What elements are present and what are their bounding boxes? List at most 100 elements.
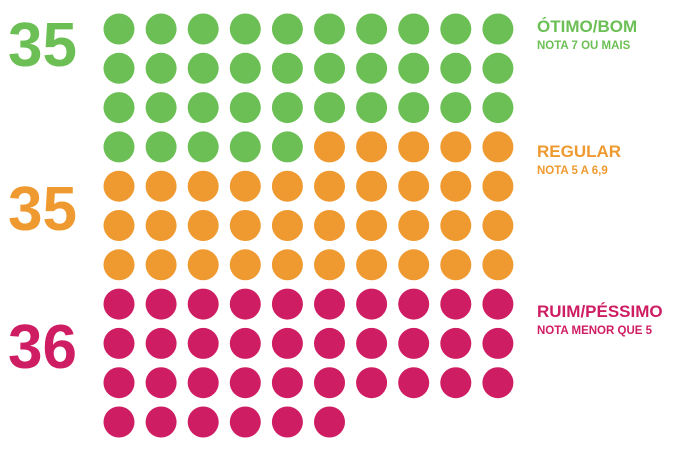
dot-regular-18	[187, 210, 219, 241]
dot-regular-28	[187, 249, 219, 281]
dot-otimo-bom-23	[187, 92, 219, 124]
dot-regular-35	[482, 249, 514, 281]
dot-regular-34	[440, 249, 472, 281]
dot-ruim-pessimo-22	[145, 367, 177, 399]
dot-ruim-pessimo-9	[440, 288, 472, 320]
dot-grid	[103, 13, 514, 438]
dot-ruim-pessimo-10	[482, 288, 514, 320]
dot-regular-8	[187, 170, 219, 202]
dot-otimo-bom-10	[482, 13, 514, 45]
dot-ruim-pessimo-17	[356, 327, 388, 359]
dot-ruim-pessimo-15	[271, 327, 303, 359]
dot-otimo-bom-29	[440, 92, 472, 124]
dot-ruim-pessimo-13	[187, 327, 219, 359]
dot-regular-2	[356, 131, 388, 163]
dot-otimo-bom-14	[229, 52, 261, 84]
dot-otimo-bom-17	[356, 52, 388, 84]
legend-subtitle-regular: NOTA 5 A 6,9	[537, 165, 608, 177]
dot-otimo-bom-2	[145, 13, 177, 45]
dot-ruim-pessimo-29	[440, 367, 472, 399]
dot-regular-20	[271, 210, 303, 241]
dot-otimo-bom-35	[271, 131, 303, 163]
dot-ruim-pessimo-7	[356, 288, 388, 320]
dot-ruim-pessimo-28	[398, 367, 430, 399]
dot-otimo-bom-21	[103, 92, 135, 124]
dot-ruim-pessimo-14	[229, 327, 261, 359]
dot-ruim-pessimo-12	[145, 327, 177, 359]
dot-regular-1	[314, 131, 345, 163]
dot-otimo-bom-9	[440, 13, 472, 45]
dot-ruim-pessimo-23	[187, 367, 219, 399]
dot-otimo-bom-11	[103, 52, 135, 84]
dot-regular-6	[103, 170, 135, 202]
dot-ruim-pessimo-24	[229, 367, 261, 399]
legend-subtitle-ruim-pessimo: NOTA MENOR QUE 5	[537, 325, 653, 337]
dot-ruim-pessimo-33	[187, 406, 219, 438]
dot-regular-25	[482, 210, 514, 241]
dot-ruim-pessimo-30	[482, 367, 514, 399]
dot-regular-4	[440, 131, 472, 163]
count-label-ruim-pessimo: 36	[8, 313, 77, 382]
dot-regular-12	[356, 170, 388, 202]
dot-ruim-pessimo-36	[314, 406, 345, 438]
dot-regular-32	[356, 249, 388, 281]
legend-title-otimo-bom: ÓTIMO/BOM	[537, 17, 637, 36]
dot-ruim-pessimo-5	[271, 288, 303, 320]
dot-regular-24	[440, 210, 472, 241]
dot-otimo-bom-32	[145, 131, 177, 163]
dot-ruim-pessimo-34	[229, 406, 261, 438]
dot-otimo-bom-1	[103, 13, 135, 45]
dot-regular-9	[229, 170, 261, 202]
dot-ruim-pessimo-8	[398, 288, 430, 320]
dot-otimo-bom-20	[482, 52, 514, 84]
dot-ruim-pessimo-11	[103, 327, 135, 359]
dot-otimo-bom-4	[229, 13, 261, 45]
dot-otimo-bom-22	[145, 92, 177, 124]
dot-ruim-pessimo-2	[145, 288, 177, 320]
dot-ruim-pessimo-19	[440, 327, 472, 359]
dot-otimo-bom-8	[398, 13, 430, 45]
count-label-regular: 35	[8, 175, 77, 244]
dot-otimo-bom-30	[482, 92, 514, 124]
dot-otimo-bom-31	[103, 131, 135, 163]
dot-regular-15	[482, 170, 514, 202]
legend-title-regular: REGULAR	[537, 142, 621, 161]
dot-ruim-pessimo-16	[314, 327, 345, 359]
dot-regular-27	[145, 249, 177, 281]
dot-regular-21	[314, 210, 345, 241]
dot-regular-11	[314, 170, 345, 202]
dot-regular-26	[103, 249, 135, 281]
dot-otimo-bom-25	[271, 92, 303, 124]
dot-ruim-pessimo-20	[482, 327, 514, 359]
dot-regular-3	[398, 131, 430, 163]
dot-ruim-pessimo-21	[103, 367, 135, 399]
dot-otimo-bom-5	[271, 13, 303, 45]
dot-otimo-bom-33	[187, 131, 219, 163]
dot-otimo-bom-27	[356, 92, 388, 124]
dot-otimo-bom-26	[314, 92, 345, 124]
dot-regular-10	[271, 170, 303, 202]
dot-regular-5	[482, 131, 514, 163]
dot-ruim-pessimo-26	[314, 367, 345, 399]
dot-otimo-bom-18	[398, 52, 430, 84]
dot-regular-23	[398, 210, 430, 241]
dot-otimo-bom-34	[229, 131, 261, 163]
count-label-otimo-bom: 35	[8, 11, 77, 80]
dot-otimo-bom-19	[440, 52, 472, 84]
dot-ruim-pessimo-4	[229, 288, 261, 320]
dot-otimo-bom-7	[356, 13, 388, 45]
dot-regular-31	[314, 249, 345, 281]
dot-ruim-pessimo-18	[398, 327, 430, 359]
dot-regular-22	[356, 210, 388, 241]
dot-ruim-pessimo-31	[103, 406, 135, 438]
dot-regular-13	[398, 170, 430, 202]
dot-regular-19	[229, 210, 261, 241]
dot-otimo-bom-15	[271, 52, 303, 84]
dot-regular-14	[440, 170, 472, 202]
dot-ruim-pessimo-35	[271, 406, 303, 438]
dot-otimo-bom-12	[145, 52, 177, 84]
dot-otimo-bom-24	[229, 92, 261, 124]
dot-regular-30	[271, 249, 303, 281]
dot-regular-17	[145, 210, 177, 241]
